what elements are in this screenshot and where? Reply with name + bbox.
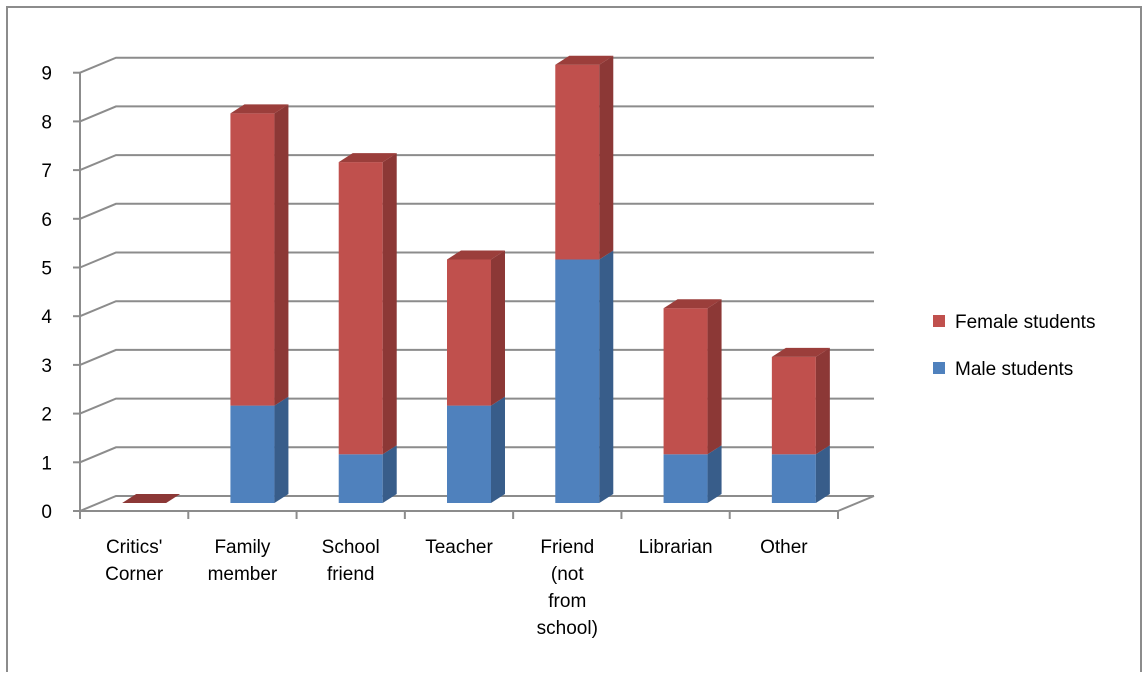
- y-tick-label: 2: [41, 405, 52, 426]
- bars: [122, 55, 830, 503]
- gridline: [79, 202, 874, 220]
- x-category-label: Critics': [106, 537, 162, 558]
- x-category-label: school): [537, 618, 598, 639]
- gridline: [79, 397, 874, 415]
- bar-segment: [338, 454, 383, 503]
- bar-side-face: [599, 55, 614, 260]
- bar-segment: [771, 454, 816, 503]
- bar-segment: [447, 405, 491, 503]
- x-category-label: friend: [327, 564, 375, 585]
- x-category-label: Friend: [540, 537, 594, 558]
- gridline: [79, 56, 874, 74]
- bar-side-face: [815, 445, 830, 503]
- y-tick-label: 1: [41, 453, 52, 474]
- legend-label: Male students: [955, 359, 1073, 380]
- bar-top-face: [338, 153, 397, 163]
- gridline: [79, 251, 874, 269]
- x-category-label: School: [322, 537, 380, 558]
- legend: Female students Male students: [933, 312, 1095, 380]
- y-tick-label: 8: [41, 112, 52, 133]
- bar-segment: [338, 162, 383, 455]
- bar-side-face: [707, 445, 722, 503]
- y-tick-label: 6: [41, 210, 52, 231]
- bar-side-face: [382, 445, 397, 503]
- x-category-label: Corner: [105, 564, 164, 585]
- bar-side-face: [491, 250, 505, 406]
- gridlines: [79, 56, 874, 512]
- gridline: [79, 446, 874, 464]
- x-axis-categories: Critics' Corner Family member School friend Te…: [105, 537, 808, 639]
- bar-top-face: [230, 104, 289, 114]
- gridline: [79, 348, 874, 366]
- bar-segment: [663, 308, 708, 455]
- y-tick-label: 7: [41, 161, 52, 182]
- x-category-label: Other: [760, 537, 808, 558]
- x-category-label: member: [208, 564, 278, 585]
- bar-side-face: [491, 396, 505, 503]
- bar-top-face: [663, 299, 722, 309]
- legend-label: Female students: [955, 312, 1095, 333]
- bar-side-face: [274, 104, 289, 406]
- x-category-label: Librarian: [639, 537, 713, 558]
- x-category-label: (not: [551, 564, 584, 585]
- bar-segment: [663, 454, 708, 503]
- bar-side-face: [274, 396, 289, 503]
- x-category-label: from: [548, 591, 586, 612]
- floor-right-edge: [837, 495, 875, 512]
- bar-side-face: [599, 250, 614, 503]
- y-tick-label: 9: [41, 64, 52, 85]
- legend-swatch: [933, 362, 945, 374]
- y-tick-label: 4: [41, 307, 52, 328]
- bar-segment: [230, 405, 275, 503]
- gridline: [79, 154, 874, 172]
- x-category-label: Family: [214, 537, 270, 558]
- y-axis-ticks: 0 1 2 3 4 5 6 7 8 9: [41, 64, 52, 523]
- bar-top-face: [771, 347, 830, 357]
- gridline: [79, 300, 874, 318]
- axes: [73, 71, 875, 519]
- bar-segment: [447, 259, 491, 406]
- bar-top-face: [447, 250, 505, 260]
- bar-top-face: [122, 494, 181, 503]
- gridline: [79, 495, 874, 512]
- bar-side-face: [382, 153, 397, 455]
- bar-side-face: [707, 299, 722, 455]
- legend-swatch: [933, 315, 945, 327]
- y-tick-label: 0: [41, 502, 52, 523]
- bar-top-face: [555, 55, 614, 65]
- bar-segment: [771, 356, 816, 455]
- x-category-label: Teacher: [425, 537, 493, 558]
- y-tick-label: 3: [41, 356, 52, 377]
- bar-segment: [555, 64, 600, 260]
- y-tick-label: 5: [41, 259, 52, 280]
- bar-side-face: [815, 347, 830, 455]
- bar-segment: [230, 113, 275, 406]
- gridline: [79, 105, 874, 123]
- bar-segment: [555, 259, 600, 503]
